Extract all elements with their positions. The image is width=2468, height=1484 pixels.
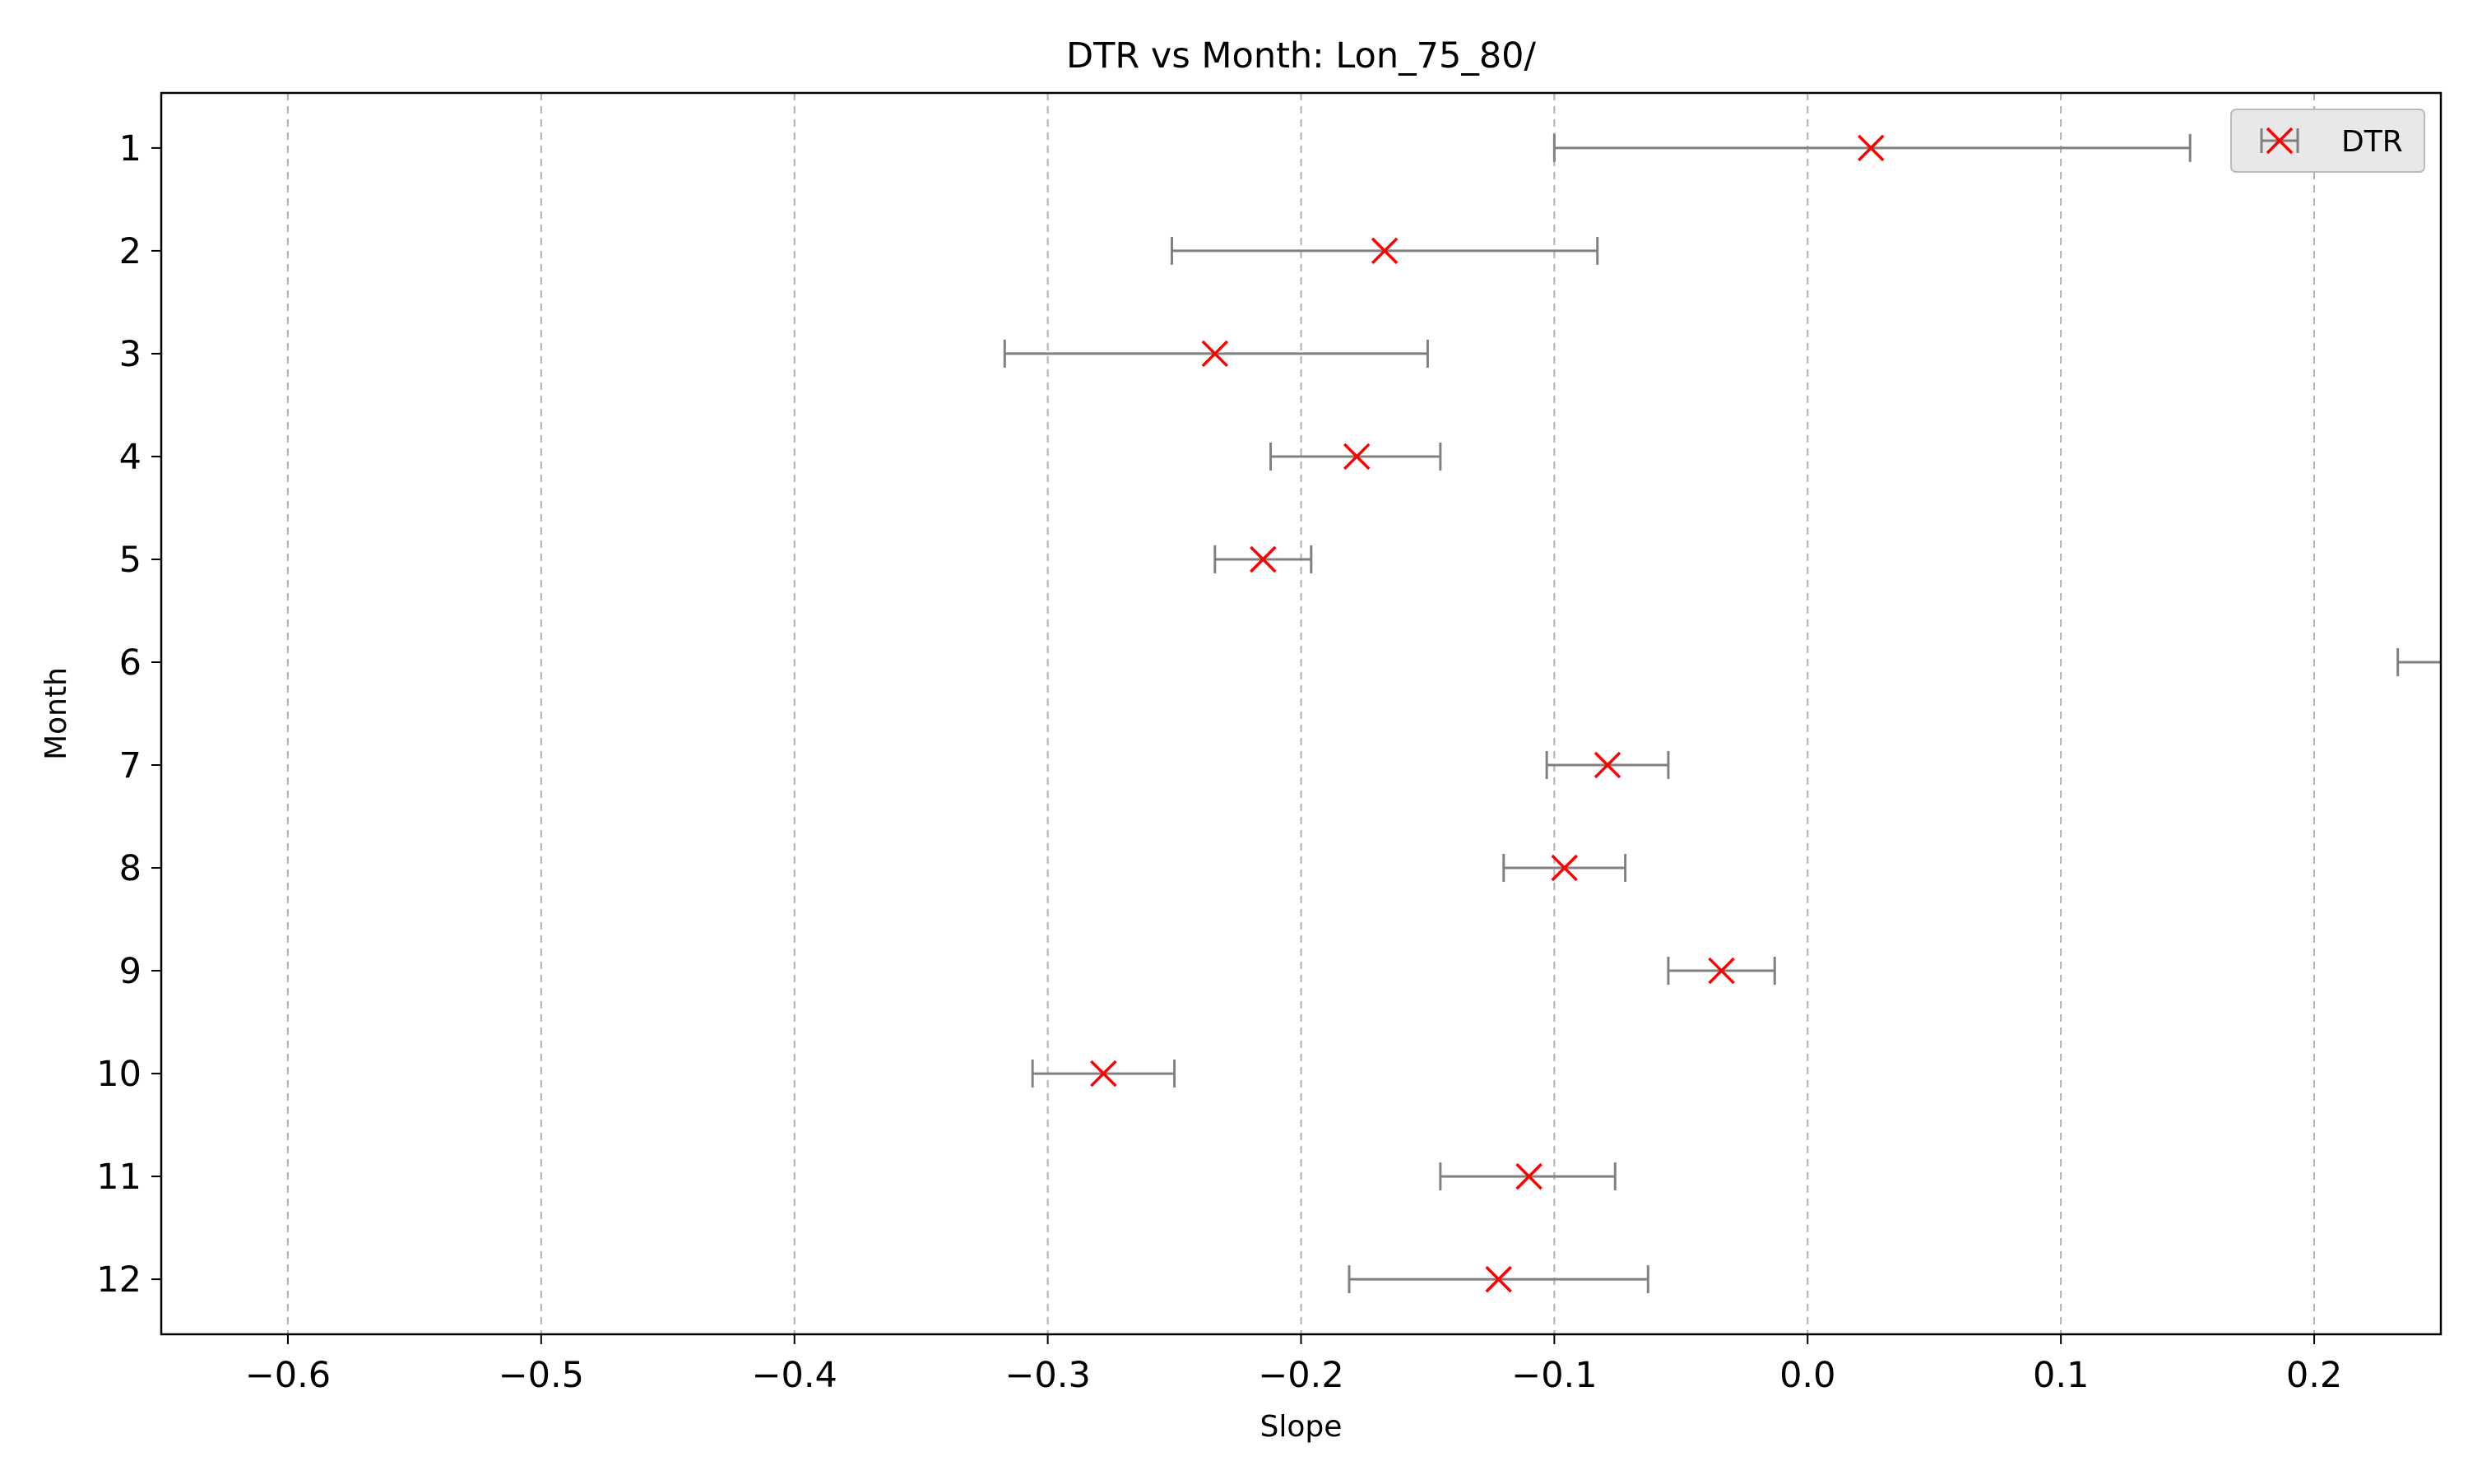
x-tick-label: 0.0: [1779, 1355, 1835, 1396]
data-point-month-12: [1348, 1265, 1649, 1294]
x-tick-label: −0.6: [245, 1355, 331, 1396]
data-point-month-1: [1552, 133, 2192, 162]
y-tick-label: 8: [119, 848, 141, 889]
x-marker-stroke: [1858, 134, 1885, 162]
data-point-month-10: [1031, 1060, 1176, 1088]
x-marker-stroke: [1250, 545, 1277, 573]
data-point-month-3: [1003, 339, 1429, 368]
x-marker-stroke: [1551, 854, 1578, 882]
y-tick-label: 6: [119, 642, 141, 684]
x-tick-label: 0.1: [2033, 1355, 2089, 1396]
data-point-month-11: [1439, 1162, 1617, 1191]
x-tick-label: −0.1: [1511, 1355, 1597, 1396]
x-marker-stroke: [1594, 751, 1621, 779]
data-point-month-8: [1502, 854, 1627, 883]
chart-title: DTR vs Month: Lon_75_80/: [1066, 35, 1537, 77]
y-axis-label: Month: [39, 667, 73, 760]
y-tick-label: 1: [119, 128, 141, 169]
data-layer: [1003, 133, 2441, 1294]
y-tick-label: 12: [96, 1259, 141, 1301]
data-point-month-2: [1170, 236, 1599, 265]
y-tick-label: 11: [96, 1157, 141, 1198]
y-tick-label: 5: [119, 540, 141, 581]
y-tick-label: 7: [119, 745, 141, 786]
x-marker-stroke: [1485, 1265, 1512, 1293]
data-point-month-5: [1213, 545, 1313, 573]
x-marker-stroke: [1371, 237, 1399, 265]
data-point-month-7: [1545, 751, 1670, 780]
x-marker-stroke: [1201, 340, 1229, 368]
x-marker-stroke: [1708, 957, 1735, 985]
legend-symbol: [2260, 127, 2299, 155]
legend-marker-stroke: [2266, 127, 2294, 155]
x-marker-stroke: [1515, 1162, 1542, 1190]
x-axis-ticks: −0.6 −0.5 −0.4 −0.3 −0.2 −0.1 0.0 0.1 0.2: [245, 1334, 2342, 1396]
legend-label: DTR: [2341, 125, 2403, 159]
legend-box: [2230, 109, 2425, 173]
data-point-month-9: [1667, 957, 1776, 985]
x-tick-label: 0.2: [2286, 1355, 2342, 1396]
y-tick-label: 9: [119, 951, 141, 992]
legend: DTR: [2230, 109, 2425, 173]
x-marker-stroke: [1090, 1060, 1117, 1087]
grid-layer: [286, 93, 2316, 1334]
x-tick-label: −0.4: [752, 1355, 837, 1396]
y-tick-label: 2: [119, 231, 141, 272]
y-tick-label: 3: [119, 334, 141, 375]
x-tick-label: −0.2: [1258, 1355, 1343, 1396]
data-point-month-6: [2396, 647, 2441, 676]
x-tick-label: −0.3: [1004, 1355, 1090, 1396]
x-marker-stroke: [1343, 443, 1371, 471]
y-tick-label: 10: [96, 1054, 141, 1095]
x-tick-label: −0.5: [499, 1355, 584, 1396]
data-point-month-4: [1269, 442, 1442, 471]
x-axis-label: Slope: [1260, 1410, 1343, 1444]
y-tick-label: 4: [119, 437, 141, 478]
